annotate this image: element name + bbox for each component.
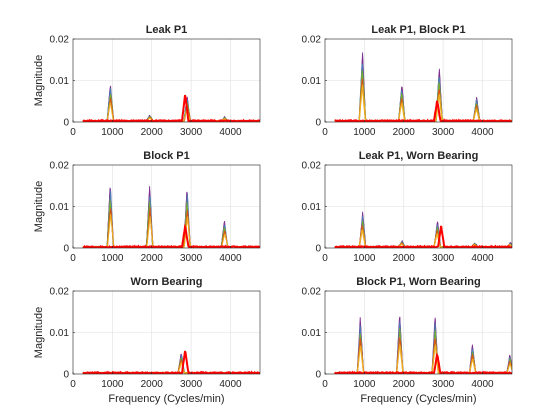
x-axis-label: Frequency (Cycles/min) [108, 393, 224, 405]
x-tick-label: 3000 [180, 379, 203, 390]
y-tick-label: 0 [63, 118, 69, 129]
x-tick-label: 0 [70, 253, 76, 264]
x-tick-label: 0 [322, 253, 328, 264]
y-tick-label: 0 [63, 370, 69, 381]
subplot-title: Block P1, Worn Bearing [356, 276, 481, 288]
x-tick-label: 4000 [471, 253, 494, 264]
x-tick-label: 2000 [141, 379, 164, 390]
data-lines [83, 351, 260, 374]
y-tick-label: 0.02 [50, 161, 70, 172]
x-tick-label: 1000 [101, 379, 124, 390]
y-axis-label: Magnitude [33, 55, 45, 106]
x-tick-label: 4000 [471, 127, 494, 138]
x-tick-label: 1000 [353, 127, 376, 138]
subplot-2: 0 1000 2000 3000 4000 0 0.01 0.02 Leak P1, Block… [302, 24, 512, 138]
subplot-title: Leak P1, Worn Bearing [359, 150, 479, 162]
subplot-4: 0 1000 2000 3000 4000 0 0.01 0.02 Leak P1, Worn … [302, 150, 512, 264]
highlight-series-line [335, 101, 512, 122]
series-line [335, 230, 512, 248]
series-line [335, 87, 512, 121]
y-tick-label: 0.02 [302, 287, 322, 298]
x-axis-label: Frequency (Cycles/min) [360, 393, 476, 405]
x-tick-label: 0 [322, 379, 328, 390]
data-lines [335, 317, 512, 374]
subplot-5: 0 1000 2000 3000 4000 0 0.01 0.02 Worn Bearing Ma… [33, 276, 260, 405]
series-line [83, 359, 260, 374]
x-tick-label: 4000 [471, 379, 494, 390]
series-line [83, 358, 260, 373]
y-tick-label: 0 [63, 244, 69, 255]
x-tick-label: 0 [70, 127, 76, 138]
x-tick-label: 1000 [353, 253, 376, 264]
x-tick-label: 0 [70, 379, 76, 390]
x-tick-label: 4000 [219, 127, 242, 138]
data-lines [83, 186, 260, 248]
series-line [83, 104, 260, 121]
y-tick-label: 0 [315, 118, 321, 129]
subplot-title: Leak P1, Block P1 [371, 24, 465, 36]
y-tick-label: 0.01 [50, 328, 70, 339]
series-line [83, 354, 260, 373]
subplot-title: Block P1 [143, 150, 189, 162]
x-tick-label: 2000 [393, 253, 416, 264]
y-tick-label: 0 [315, 244, 321, 255]
x-tick-label: 3000 [432, 127, 455, 138]
y-tick-label: 0.02 [50, 287, 70, 298]
subplot-title: Leak P1 [146, 24, 188, 36]
x-tick-label: 2000 [393, 127, 416, 138]
x-tick-label: 4000 [219, 379, 242, 390]
x-tick-label: 3000 [432, 379, 455, 390]
x-tick-label: 1000 [101, 127, 124, 138]
y-tick-label: 0.01 [302, 76, 322, 87]
subplot-6: 0 1000 2000 3000 4000 0 0.01 0.02 Block P1, Worn… [302, 276, 512, 405]
x-tick-label: 2000 [141, 127, 164, 138]
x-tick-label: 4000 [219, 253, 242, 264]
y-axis-label: Magnitude [33, 307, 45, 358]
y-tick-label: 0.01 [302, 328, 322, 339]
x-tick-label: 1000 [353, 379, 376, 390]
subplot-1: 0 1000 2000 3000 4000 0 0.01 0.02 Leak P1 Magnitu… [33, 24, 260, 138]
series-line [83, 357, 260, 373]
y-tick-label: 0.02 [302, 161, 322, 172]
subplot-3: 0 1000 2000 3000 4000 0 0.01 0.02 Block P1 Magnit… [33, 150, 260, 264]
y-tick-label: 0 [315, 370, 321, 381]
data-lines [335, 212, 512, 248]
x-tick-label: 3000 [180, 253, 203, 264]
series-line [83, 355, 260, 374]
y-tick-label: 0.01 [50, 202, 70, 213]
x-tick-label: 1000 [101, 253, 124, 264]
y-axis-label: Magnitude [33, 181, 45, 232]
series-line [83, 356, 260, 374]
x-tick-label: 2000 [141, 253, 164, 264]
y-tick-label: 0.02 [50, 35, 70, 46]
y-tick-label: 0.01 [302, 202, 322, 213]
highlight-series-line [83, 351, 260, 374]
x-tick-label: 0 [322, 127, 328, 138]
x-tick-label: 3000 [180, 127, 203, 138]
y-tick-label: 0.01 [50, 76, 70, 87]
y-tick-label: 0.02 [302, 35, 322, 46]
x-tick-label: 2000 [393, 379, 416, 390]
x-tick-label: 3000 [432, 253, 455, 264]
data-lines [335, 52, 512, 121]
subplot-title: Worn Bearing [131, 276, 203, 288]
data-lines [83, 86, 260, 122]
